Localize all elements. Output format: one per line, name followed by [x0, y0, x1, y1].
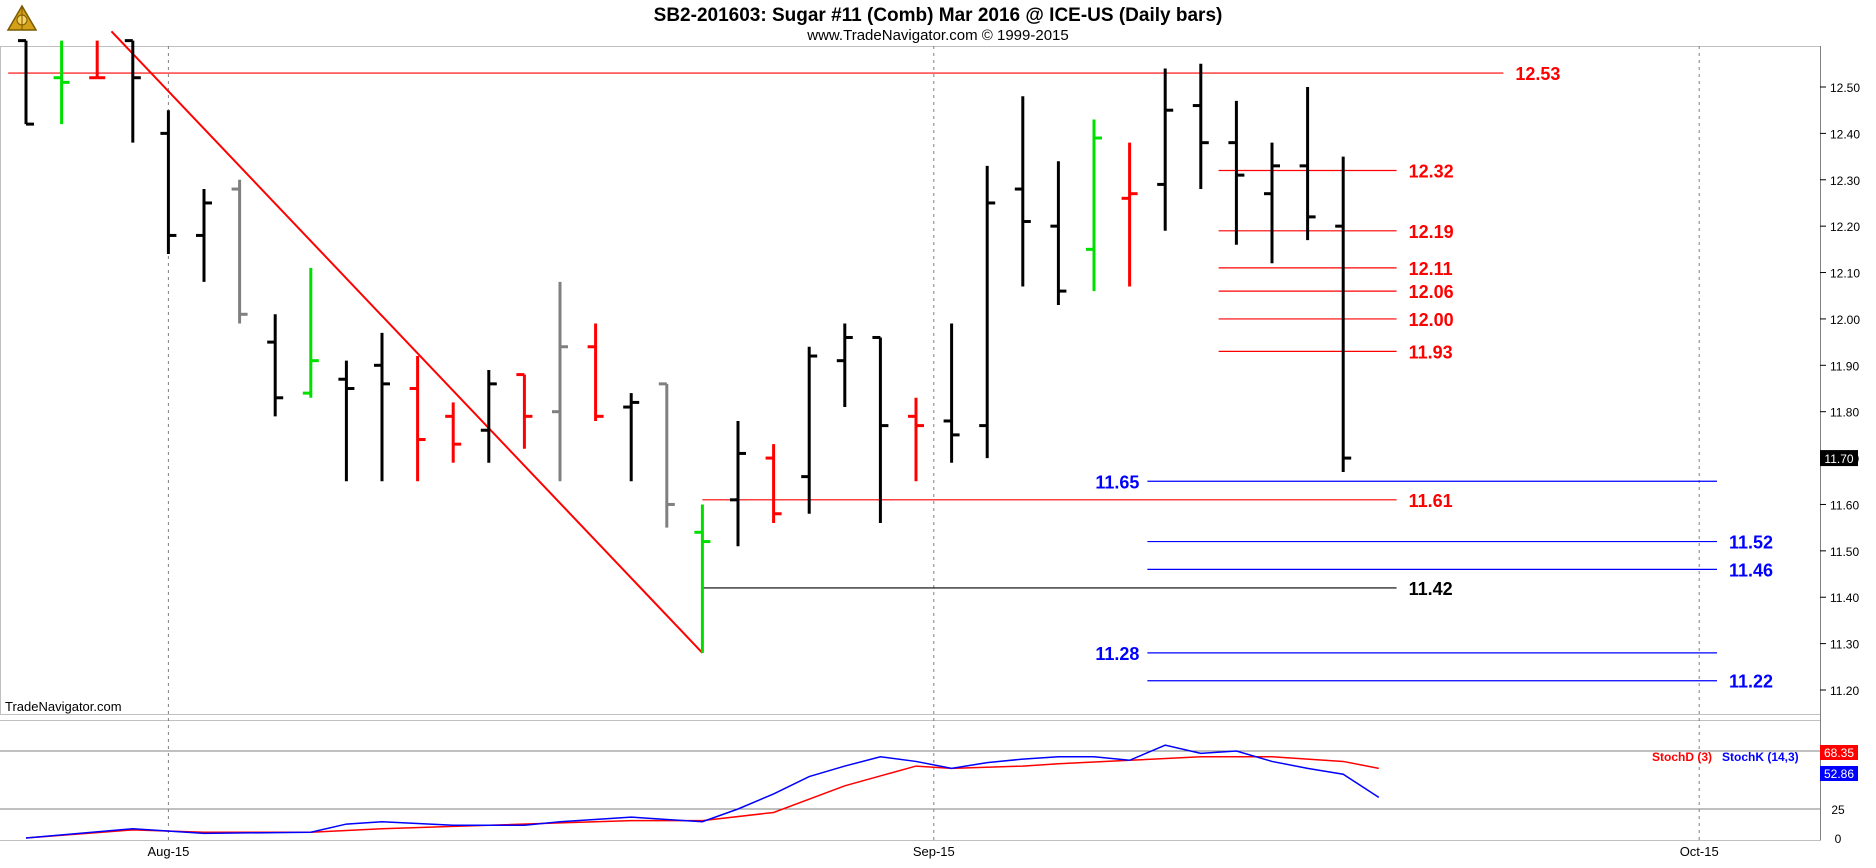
price-level-label: 11.22 [1729, 672, 1773, 692]
y-tick-label: 12.50 [1830, 81, 1860, 95]
ohlc-bar [623, 393, 640, 482]
ohlc-bar [943, 323, 960, 463]
price-level-label: 11.93 [1409, 342, 1453, 362]
x-tick-label: Aug-15 [147, 844, 189, 859]
ohlc-bar [872, 335, 889, 524]
ohlc-bar [374, 332, 390, 482]
trendline [110, 30, 704, 654]
y-tick-label: 11.40 [1830, 591, 1859, 605]
y-tick-label: 12.20 [1830, 220, 1860, 234]
price-level-label: 11.42 [1409, 579, 1453, 599]
stoch-y-tick-label: 25 [1831, 803, 1845, 817]
y-tick-label: 12.00 [1830, 313, 1860, 327]
price-level-label: 12.32 [1409, 161, 1454, 181]
ohlc-bar [267, 314, 284, 417]
y-tick-label: 11.60 [1830, 498, 1859, 512]
stoch-series-line [25, 744, 1380, 839]
price-level-label: 11.28 [1095, 644, 1139, 664]
ohlc-bar [1192, 63, 1209, 190]
ohlc-bar [1086, 119, 1102, 292]
ohlc-bar [908, 397, 924, 482]
price-level-label: 12.06 [1409, 282, 1454, 302]
last-price-box [1820, 450, 1858, 467]
price-level-label: 12.00 [1409, 310, 1454, 330]
ohlc-bar [765, 444, 782, 524]
last-price-label: 11.70 [1824, 452, 1853, 466]
watermark: TradeNavigator.com [5, 699, 122, 714]
ohlc-bar [1050, 161, 1067, 306]
ohlc-bar [409, 356, 426, 482]
ohlc-bar [445, 402, 462, 463]
price-level-label: 12.53 [1515, 64, 1560, 84]
price-level-label: 11.61 [1409, 491, 1453, 511]
y-tick-label: 11.80 [1830, 406, 1859, 420]
ohlc-bar [1264, 142, 1280, 264]
stochk-last-label: 52.86 [1824, 767, 1854, 781]
x-tick-label: Oct-15 [1680, 844, 1719, 859]
ohlc-bar [89, 40, 106, 80]
chart-title: SB2-201603: Sugar #11 (Comb) Mar 2016 @ … [654, 5, 1223, 26]
price-level-label: 11.65 [1095, 472, 1139, 492]
legend-stochd: StochD (3) [1652, 750, 1712, 764]
ohlc-bar [480, 369, 497, 463]
ohlc-bar [124, 39, 141, 143]
price-level-label: 11.46 [1729, 560, 1773, 580]
y-tick-label: 11.30 [1830, 638, 1859, 652]
stoch-series-line [25, 756, 1379, 839]
sextant-logo-icon [4, 3, 40, 33]
ohlc-bar [1335, 156, 1352, 472]
price-level-label: 12.11 [1409, 259, 1453, 279]
price-level-label: 12.19 [1409, 222, 1454, 242]
ohlc-bar [801, 346, 818, 514]
ohlc-bar [1121, 142, 1138, 287]
ohlc-bar [587, 323, 604, 421]
ohlc-bar [160, 110, 177, 254]
ohlc-bar [231, 179, 248, 324]
ohlc-bar [694, 504, 711, 653]
price-level-label: 11.52 [1729, 533, 1773, 553]
ohlc-bar [196, 189, 212, 282]
ohlc-bar [1228, 100, 1245, 245]
ohlc-bar [338, 360, 355, 482]
ohlc-bar [730, 420, 746, 547]
ohlc-bar [18, 39, 34, 126]
ohlc-bar [1157, 68, 1174, 231]
y-tick-label: 11.20 [1830, 684, 1859, 698]
x-tick-label: Sep-15 [913, 844, 955, 859]
stochd-last-label: 68.35 [1824, 746, 1854, 760]
y-tick-label: 11.50 [1830, 545, 1859, 559]
ohlc-bar [979, 165, 996, 459]
y-tick-label: 12.30 [1830, 174, 1860, 188]
legend-stochk: StochK (14,3) [1722, 750, 1799, 764]
y-tick-label: 12.10 [1830, 267, 1860, 281]
chart-subtitle: www.TradeNavigator.com © 1999-2015 [806, 27, 1068, 44]
stochd-last-box [1820, 745, 1858, 760]
ohlc-bar [836, 323, 853, 408]
stoch-y-tick-label: 0 [1835, 832, 1842, 846]
ohlc-bar [302, 267, 319, 398]
stochk-last-box [1820, 766, 1858, 781]
ohlc-bar [53, 40, 70, 125]
y-tick-label: 11.90 [1830, 359, 1859, 373]
ohlc-bar [1014, 96, 1031, 287]
ohlc-bar [1299, 87, 1316, 241]
ohlc-bar [516, 373, 533, 449]
ohlc-bar [552, 281, 568, 482]
y-tick-label: 12.40 [1830, 127, 1860, 141]
ohlc-bar [658, 382, 675, 528]
